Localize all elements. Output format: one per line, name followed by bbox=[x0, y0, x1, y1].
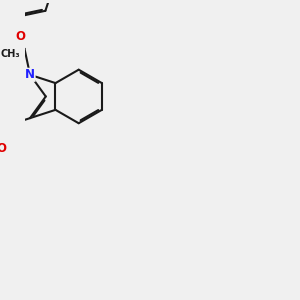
Text: O: O bbox=[15, 30, 25, 43]
Text: CH₃: CH₃ bbox=[1, 49, 20, 59]
Text: N: N bbox=[25, 68, 35, 81]
Text: O: O bbox=[0, 142, 6, 155]
